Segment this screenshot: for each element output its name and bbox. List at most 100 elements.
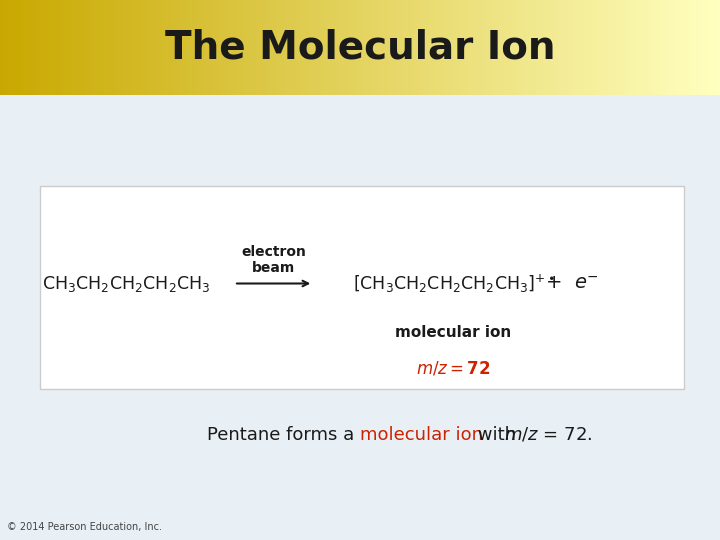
FancyBboxPatch shape <box>702 0 706 94</box>
FancyBboxPatch shape <box>576 0 580 94</box>
FancyBboxPatch shape <box>65 0 68 94</box>
FancyBboxPatch shape <box>115 0 119 94</box>
FancyBboxPatch shape <box>7 0 11 94</box>
FancyBboxPatch shape <box>587 0 590 94</box>
FancyBboxPatch shape <box>655 0 659 94</box>
FancyBboxPatch shape <box>54 0 58 94</box>
FancyBboxPatch shape <box>583 0 587 94</box>
FancyBboxPatch shape <box>572 0 576 94</box>
FancyBboxPatch shape <box>554 0 558 94</box>
FancyBboxPatch shape <box>468 0 472 94</box>
Text: $+\ \ e^{-}$: $+\ \ e^{-}$ <box>546 274 599 293</box>
FancyBboxPatch shape <box>605 0 608 94</box>
FancyBboxPatch shape <box>317 0 320 94</box>
FancyBboxPatch shape <box>40 186 684 389</box>
FancyBboxPatch shape <box>709 0 713 94</box>
FancyBboxPatch shape <box>446 0 450 94</box>
FancyBboxPatch shape <box>252 0 256 94</box>
FancyBboxPatch shape <box>25 0 29 94</box>
FancyBboxPatch shape <box>335 0 338 94</box>
FancyBboxPatch shape <box>400 0 403 94</box>
FancyBboxPatch shape <box>450 0 454 94</box>
FancyBboxPatch shape <box>558 0 562 94</box>
FancyBboxPatch shape <box>475 0 479 94</box>
FancyBboxPatch shape <box>284 0 288 94</box>
Text: electron: electron <box>241 245 306 259</box>
FancyBboxPatch shape <box>680 0 684 94</box>
FancyBboxPatch shape <box>630 0 634 94</box>
FancyBboxPatch shape <box>263 0 266 94</box>
FancyBboxPatch shape <box>76 0 79 94</box>
FancyBboxPatch shape <box>148 0 151 94</box>
FancyBboxPatch shape <box>194 0 198 94</box>
FancyBboxPatch shape <box>644 0 648 94</box>
FancyBboxPatch shape <box>104 0 108 94</box>
FancyBboxPatch shape <box>90 0 94 94</box>
Text: molecular ion: molecular ion <box>395 325 512 340</box>
FancyBboxPatch shape <box>608 0 612 94</box>
FancyBboxPatch shape <box>522 0 526 94</box>
FancyBboxPatch shape <box>79 0 83 94</box>
FancyBboxPatch shape <box>83 0 86 94</box>
FancyBboxPatch shape <box>457 0 461 94</box>
FancyBboxPatch shape <box>461 0 464 94</box>
FancyBboxPatch shape <box>601 0 605 94</box>
FancyBboxPatch shape <box>133 0 137 94</box>
FancyBboxPatch shape <box>126 0 130 94</box>
FancyBboxPatch shape <box>169 0 173 94</box>
FancyBboxPatch shape <box>432 0 436 94</box>
FancyBboxPatch shape <box>234 0 238 94</box>
FancyBboxPatch shape <box>716 0 720 94</box>
FancyBboxPatch shape <box>436 0 439 94</box>
FancyBboxPatch shape <box>4 0 7 94</box>
FancyBboxPatch shape <box>662 0 666 94</box>
FancyBboxPatch shape <box>349 0 353 94</box>
FancyBboxPatch shape <box>619 0 623 94</box>
FancyBboxPatch shape <box>500 0 504 94</box>
FancyBboxPatch shape <box>346 0 349 94</box>
FancyBboxPatch shape <box>220 0 223 94</box>
FancyBboxPatch shape <box>684 0 688 94</box>
FancyBboxPatch shape <box>367 0 371 94</box>
FancyBboxPatch shape <box>414 0 418 94</box>
FancyBboxPatch shape <box>331 0 335 94</box>
FancyBboxPatch shape <box>443 0 446 94</box>
FancyBboxPatch shape <box>418 0 421 94</box>
FancyBboxPatch shape <box>202 0 205 94</box>
FancyBboxPatch shape <box>652 0 655 94</box>
FancyBboxPatch shape <box>259 0 263 94</box>
FancyBboxPatch shape <box>130 0 133 94</box>
FancyBboxPatch shape <box>486 0 490 94</box>
FancyBboxPatch shape <box>191 0 194 94</box>
FancyBboxPatch shape <box>223 0 227 94</box>
FancyBboxPatch shape <box>533 0 536 94</box>
FancyBboxPatch shape <box>634 0 637 94</box>
FancyBboxPatch shape <box>140 0 144 94</box>
FancyBboxPatch shape <box>497 0 500 94</box>
FancyBboxPatch shape <box>526 0 529 94</box>
FancyBboxPatch shape <box>61 0 65 94</box>
FancyBboxPatch shape <box>277 0 281 94</box>
FancyBboxPatch shape <box>270 0 274 94</box>
FancyBboxPatch shape <box>472 0 475 94</box>
FancyBboxPatch shape <box>212 0 216 94</box>
FancyBboxPatch shape <box>43 0 47 94</box>
FancyBboxPatch shape <box>479 0 482 94</box>
FancyBboxPatch shape <box>324 0 328 94</box>
FancyBboxPatch shape <box>151 0 155 94</box>
FancyBboxPatch shape <box>425 0 428 94</box>
FancyBboxPatch shape <box>580 0 583 94</box>
FancyBboxPatch shape <box>14 0 18 94</box>
FancyBboxPatch shape <box>256 0 259 94</box>
FancyBboxPatch shape <box>184 0 187 94</box>
FancyBboxPatch shape <box>180 0 184 94</box>
FancyBboxPatch shape <box>47 0 50 94</box>
FancyBboxPatch shape <box>421 0 425 94</box>
FancyBboxPatch shape <box>313 0 317 94</box>
Text: with: with <box>472 426 521 444</box>
FancyBboxPatch shape <box>623 0 626 94</box>
FancyBboxPatch shape <box>493 0 497 94</box>
FancyBboxPatch shape <box>158 0 162 94</box>
FancyBboxPatch shape <box>238 0 241 94</box>
FancyBboxPatch shape <box>292 0 295 94</box>
